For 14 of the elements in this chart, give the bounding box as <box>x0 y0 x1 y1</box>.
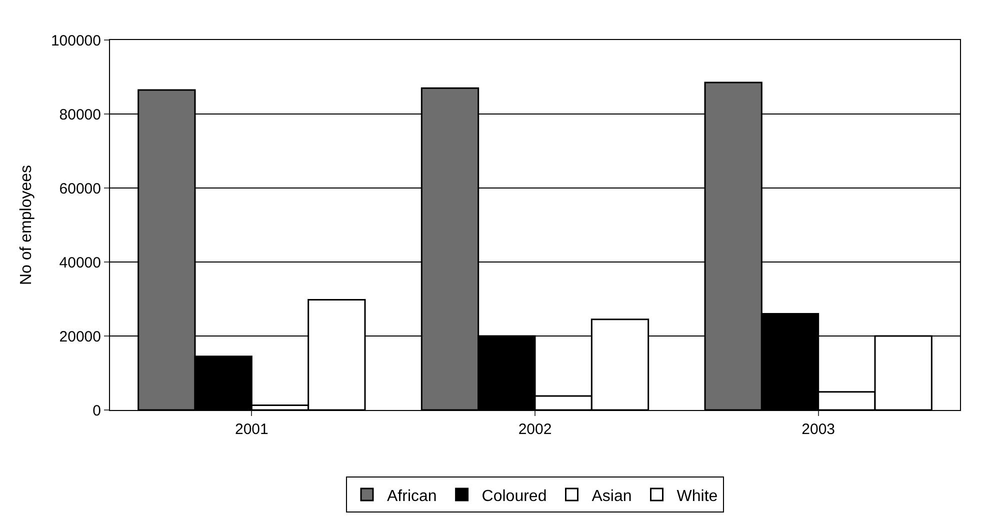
y-tick-label: 80000 <box>59 106 101 124</box>
y-tick-label: 0 <box>92 402 101 420</box>
x-tick-label: 2002 <box>518 421 552 438</box>
y-tick-label: 20000 <box>59 328 101 346</box>
x-tick-label: 2003 <box>802 421 836 438</box>
legend-label: Coloured <box>482 488 547 505</box>
legend-label: African <box>387 488 437 505</box>
legend-label: White <box>676 488 718 505</box>
y-tick-label: 40000 <box>59 254 101 272</box>
y-tick-label: 60000 <box>59 180 101 198</box>
y-axis-title: No of employees <box>18 164 35 286</box>
x-tick-label: 2001 <box>234 421 268 438</box>
legend-label: Asian <box>592 488 632 505</box>
y-tick-label: 100000 <box>50 32 101 50</box>
